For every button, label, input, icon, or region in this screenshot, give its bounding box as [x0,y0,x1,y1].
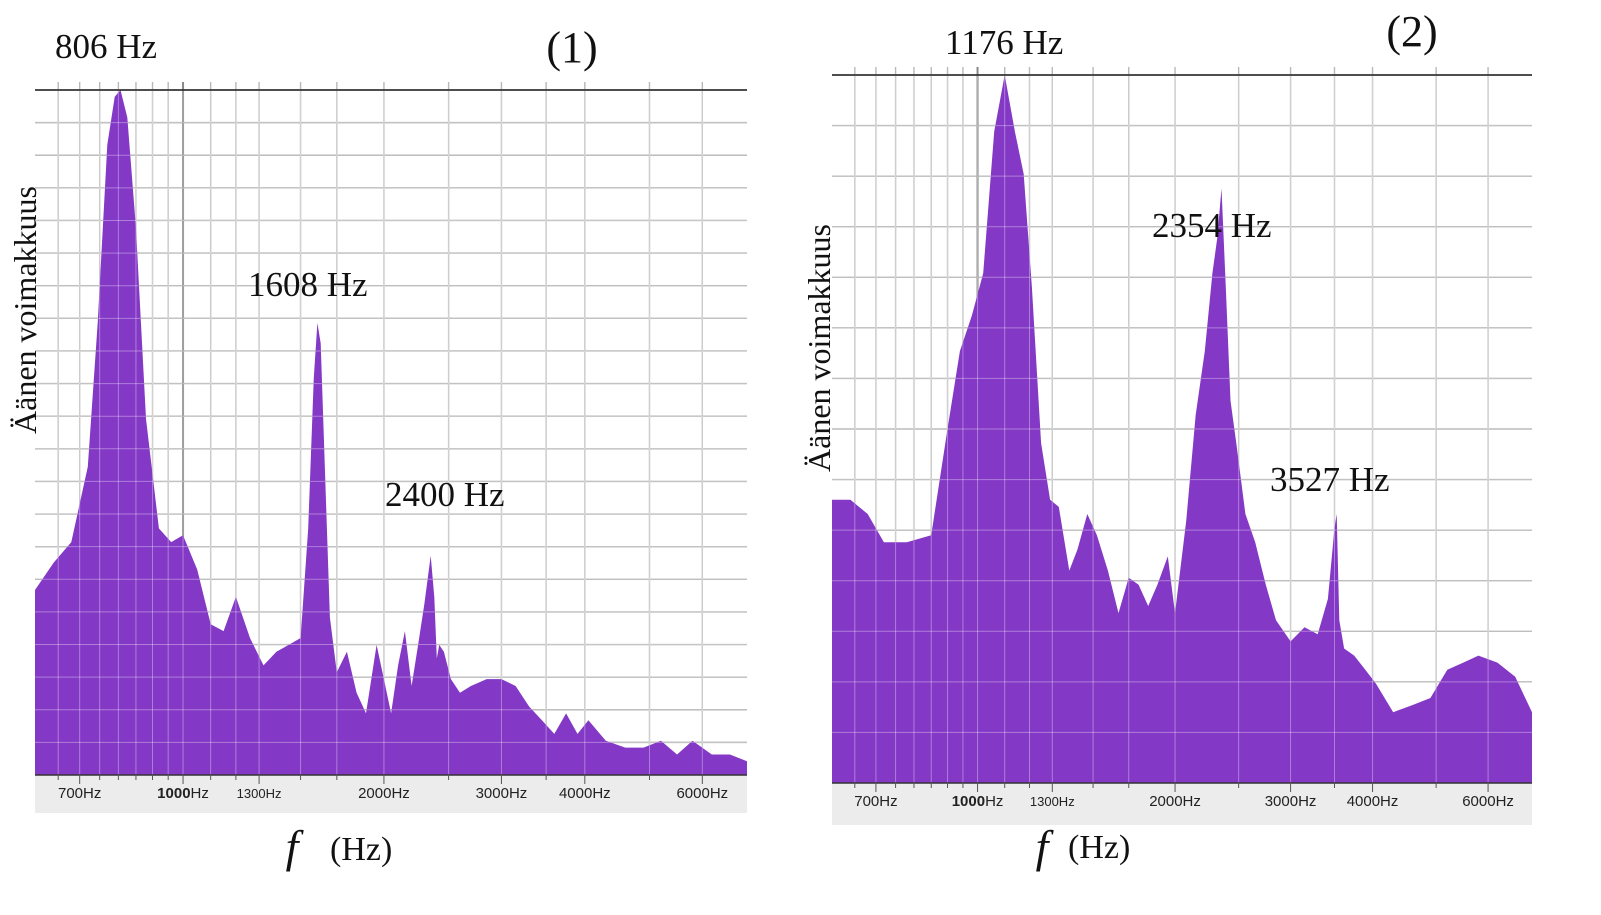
x-tick-label-text: 2000Hz [358,785,410,802]
x-tick-label: 1300Hz [1030,794,1075,809]
x-tick-label-text: 2000Hz [1149,793,1201,810]
x-tick-label-text: 1300Hz [237,786,282,801]
x-tick-label: 700Hz [854,793,897,810]
x-tick-label-text: 3000Hz [476,785,528,802]
x-axis-strip [832,783,1532,825]
x-tick-label-text: 1300Hz [1030,794,1075,809]
spectrum-chart-1: 700Hz 1000Hz 1300Hz 2000Hz 3000Hz 4000Hz 6000H… [7,23,747,872]
chart-title: (1) [546,23,597,72]
peak-label: 1608 Hz [248,265,368,304]
x-tick-label: 1300Hz [237,786,282,801]
x-tick-label-bold: 1000 [952,793,985,810]
peak-label: 1176 Hz [945,23,1063,62]
x-tick-label-bold: 1000 [157,785,190,802]
x-tick-label: 2000Hz [358,785,410,802]
x-tick-label-text: 4000Hz [1347,793,1399,810]
spectrum-area [35,90,747,775]
x-tick-label: 4000Hz [1347,793,1399,810]
x-tick-label-text: 6000Hz [1462,793,1514,810]
spectrum-chart-2: 700Hz 1000Hz 1300Hz 2000Hz 3000Hz 4000Hz 6000H… [801,7,1532,872]
x-axis-label-symbol: f [286,821,305,872]
peak-label: 2400 Hz [385,475,505,514]
x-tick-label: 4000Hz [559,785,611,802]
x-tick-label-text: Hz [985,793,1003,810]
peak-label: 806 Hz [55,27,157,66]
chart-panel-2: 700Hz 1000Hz 1300Hz 2000Hz 3000Hz 4000Hz 6000H… [800,0,1601,915]
spectrum-area [832,75,1532,783]
x-tick-label: 700Hz [58,785,101,802]
y-axis-label: Äänen voimakkuus [801,224,837,472]
x-axis-label-unit: (Hz) [330,831,392,868]
x-axis-label-unit: (Hz) [1068,829,1130,866]
chart-panel-1: 700Hz 1000Hz 1300Hz 2000Hz 3000Hz 4000Hz 6000H… [0,0,790,915]
x-tick-label: 3000Hz [1265,793,1317,810]
x-tick-label: 3000Hz [476,785,528,802]
x-tick-label-text: 3000Hz [1265,793,1317,810]
x-tick-label: 1000Hz [157,785,209,802]
x-tick-label: 6000Hz [1462,793,1514,810]
x-tick-label-text: 700Hz [58,785,101,802]
peak-label: 2354 Hz [1152,206,1272,245]
x-axis-strip [35,775,747,813]
chart-title: (2) [1386,7,1437,56]
x-tick-label-text: 6000Hz [676,785,728,802]
x-tick-label-text: Hz [191,785,209,802]
x-tick-label-text: 700Hz [854,793,897,810]
x-tick-label-text: 4000Hz [559,785,611,802]
y-axis-label: Äänen voimakkuus [7,186,43,434]
x-tick-label: 2000Hz [1149,793,1201,810]
x-tick-label: 6000Hz [676,785,728,802]
x-tick-label: 1000Hz [952,793,1004,810]
x-axis-label-symbol: f [1036,821,1055,872]
peak-label: 3527 Hz [1270,460,1390,499]
